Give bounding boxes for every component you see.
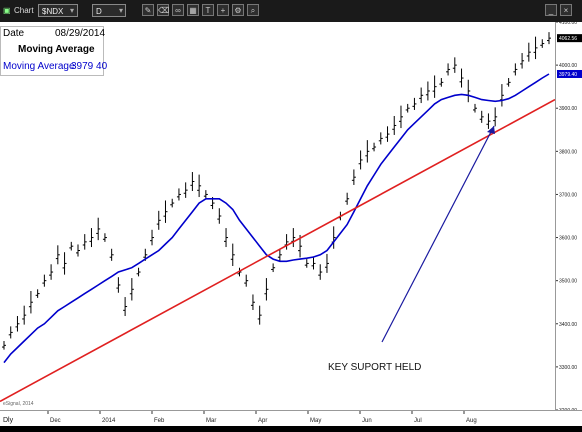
minimize-icon[interactable]: _ — [545, 4, 557, 16]
watermark-label: eSignal, 2014 — [3, 401, 34, 407]
ma-value: 3979 40 — [71, 61, 108, 72]
y-tick-label: 3800.00 — [559, 149, 577, 155]
text-icon[interactable]: T — [202, 4, 214, 16]
symbol-dropdown-icon[interactable]: ▾ — [70, 6, 75, 15]
y-tick-label: 4000.00 — [559, 63, 577, 69]
ma-label: Moving Average — [3, 61, 75, 72]
support-trendline — [0, 98, 556, 403]
x-tick-label: 2014 — [102, 418, 116, 424]
axis-value-marker — [557, 69, 582, 78]
x-tick-label: Aug — [466, 418, 477, 424]
x-tick-label: Mar — [206, 418, 216, 424]
y-axis-svg: 4100.00 4062.56 4000.00 3979.40 3900.00 3800.… — [556, 20, 582, 414]
window-title: Chart — [14, 6, 34, 15]
y-tick-label: 3400.00 — [559, 322, 577, 328]
x-tick-label: Dec — [50, 418, 61, 424]
plot-area[interactable]: KEY SUPORT HELD eSignal, 2014 — [0, 22, 556, 410]
grid-icon[interactable]: ▦ — [187, 4, 199, 16]
close-icon[interactable]: × — [560, 4, 572, 16]
toolbar: ▣ Chart $NDX ▾ D ▾ ✎ ⌫ ∞ ▦ T + ⚙ ⌕ _ × — [0, 0, 582, 23]
settings-icon[interactable]: ⚙ — [232, 4, 244, 16]
interval-dropdown-icon[interactable]: ▾ — [119, 6, 124, 15]
x-axis-dly-label: Dly — [3, 417, 14, 424]
y-tick-label: 3600.00 — [559, 236, 577, 242]
y-tick-label: 3500.00 — [559, 279, 577, 285]
study-title: Moving Average — [18, 44, 95, 55]
chart-svg: KEY SUPORT HELD eSignal, 2014 — [0, 32, 556, 407]
study-info-box: Date 08/29/2014 Moving Average Moving Av… — [0, 26, 108, 76]
x-tick-label: May — [310, 418, 321, 424]
eraser-icon[interactable]: ⌫ — [157, 4, 170, 16]
x-tick-label: Feb — [154, 418, 165, 424]
y-tick-label: 3979.40 — [559, 72, 577, 78]
y-tick-label: 3900.00 — [559, 106, 577, 112]
axis-value-marker — [557, 34, 582, 43]
annotation-arrowhead — [487, 126, 495, 134]
x-tick-label: Jun — [362, 418, 372, 424]
zoom-icon[interactable]: ⌕ — [247, 4, 259, 16]
crosshair-icon[interactable]: + — [217, 4, 229, 16]
y-tick-label: 4062.56 — [559, 36, 577, 42]
date-value: 08/29/2014 — [55, 28, 106, 39]
interval-input[interactable]: D — [92, 4, 126, 17]
y-tick-label: 3700.00 — [559, 192, 577, 198]
y-tick-label: 4100.00 — [559, 22, 577, 26]
link-icon[interactable]: ∞ — [172, 4, 184, 16]
pencil-icon[interactable]: ✎ — [142, 4, 154, 16]
annotation-label: KEY SUPORT HELD — [328, 362, 421, 373]
y-axis: 4100.00 4062.56 4000.00 3979.40 3900.00 3800.… — [555, 20, 582, 414]
chart-app-icon: ▣ — [3, 6, 11, 15]
y-tick-label: 3300.00 — [559, 365, 577, 371]
moving-average-line — [3, 73, 550, 364]
date-label: Date — [3, 28, 25, 39]
x-tick-label: Jul — [414, 418, 422, 424]
symbol-input[interactable]: $NDX — [38, 4, 78, 17]
x-tick-label: Apr — [258, 418, 267, 424]
x-axis: Dly Dec 2014 Feb Mar Apr May Jun Jul Aug — [0, 410, 582, 426]
annotation-arrow — [381, 125, 495, 343]
x-axis-svg: Dly Dec 2014 Feb Mar Apr May Jun Jul Aug — [3, 411, 477, 424]
